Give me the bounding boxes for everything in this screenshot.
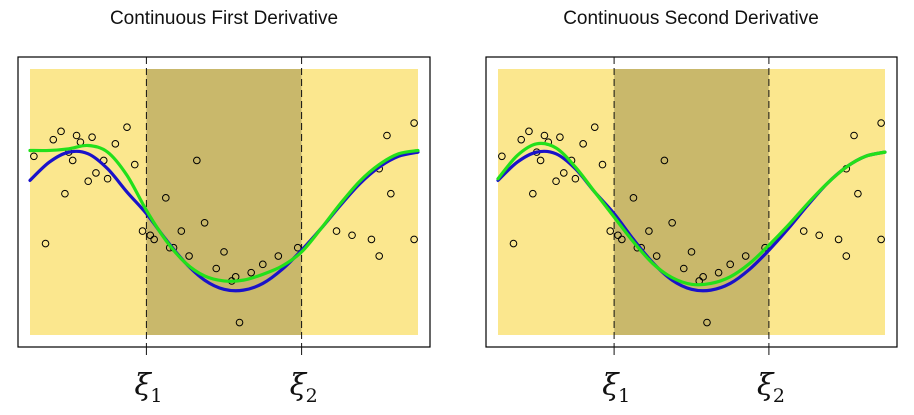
data-point [88, 133, 96, 141]
knot-label-sub-2: 2 [306, 385, 318, 407]
data-point [629, 194, 638, 202]
region-left [30, 69, 147, 335]
data-point [185, 252, 193, 260]
data-point [590, 123, 599, 131]
plot-frame [485, 56, 898, 348]
data-point [61, 189, 69, 198]
data-point [367, 235, 376, 244]
data-point [618, 235, 626, 244]
data-point [850, 131, 858, 140]
data-point [410, 235, 418, 244]
data-point [57, 127, 65, 136]
data-point [854, 189, 862, 198]
data-point [274, 252, 283, 260]
data-point [726, 260, 735, 269]
data-point [529, 189, 537, 198]
data-point [652, 252, 661, 260]
data-point [699, 273, 707, 281]
data-point [815, 231, 824, 240]
data-point [68, 156, 77, 165]
plot-frame [17, 56, 431, 348]
region-right [768, 69, 885, 335]
data-point [703, 318, 711, 327]
data-point [383, 131, 391, 140]
data-point [332, 227, 341, 235]
data-point [193, 156, 201, 165]
data-point [84, 177, 92, 186]
data-point [150, 235, 158, 244]
data-point [103, 174, 112, 183]
data-point [517, 135, 526, 144]
data-point [645, 227, 653, 235]
knot-label-2: ξ [290, 368, 308, 403]
data-point [579, 140, 587, 148]
data-point [49, 135, 58, 144]
data-point [348, 231, 356, 240]
data-point [509, 239, 518, 248]
chart-title-right: Continuous Second Derivative [563, 8, 819, 29]
region-left [498, 69, 615, 335]
data-point [92, 169, 100, 177]
data-point [679, 264, 688, 273]
knot-label-1: ξ [134, 368, 152, 403]
data-point [162, 194, 170, 202]
data-point [714, 268, 723, 277]
data-point [30, 152, 38, 161]
data-point [877, 235, 885, 244]
data-point [498, 152, 506, 161]
data-point [235, 318, 244, 327]
data-point [123, 123, 131, 131]
data-point [559, 169, 568, 177]
knot-label-2: ξ [757, 368, 775, 403]
data-point [660, 156, 669, 165]
data-point [138, 227, 147, 235]
data-point [375, 252, 384, 260]
knot-label-sub-1: 1 [150, 385, 162, 407]
data-point [410, 119, 418, 127]
data-point [387, 189, 395, 198]
data-point [259, 260, 267, 269]
data-point [200, 218, 209, 227]
data-point [571, 174, 580, 183]
data-point [687, 248, 696, 256]
data-point [540, 131, 549, 140]
data-point [146, 231, 155, 240]
data-point [834, 235, 843, 244]
data-point [41, 239, 50, 248]
region-middle [614, 69, 769, 335]
data-point [130, 160, 139, 169]
data-point [668, 218, 676, 227]
knot-label-sub-1: 1 [618, 385, 630, 407]
data-point [212, 264, 221, 273]
data-point [606, 227, 615, 235]
data-point [72, 131, 81, 140]
spline-fit-curve [28, 143, 420, 283]
data-point [293, 243, 302, 252]
region-middle [146, 69, 302, 335]
spline-fit-curve [496, 141, 887, 287]
data-point [220, 248, 228, 256]
data-point [177, 227, 186, 235]
data-point [556, 133, 564, 141]
chart-title-left: Continuous First Derivative [110, 8, 338, 29]
data-point [877, 119, 885, 127]
region-right [301, 69, 418, 335]
data-point [247, 268, 255, 277]
data-point [799, 227, 808, 235]
knot-label-1: ξ [602, 368, 620, 403]
data-point [111, 140, 120, 148]
data-point [598, 160, 607, 169]
data-point [552, 177, 560, 186]
data-point [614, 231, 622, 240]
data-point [741, 252, 750, 260]
data-point [842, 252, 851, 260]
data-point [536, 156, 545, 165]
knot-label-sub-2: 2 [773, 385, 785, 407]
data-point [525, 127, 533, 136]
